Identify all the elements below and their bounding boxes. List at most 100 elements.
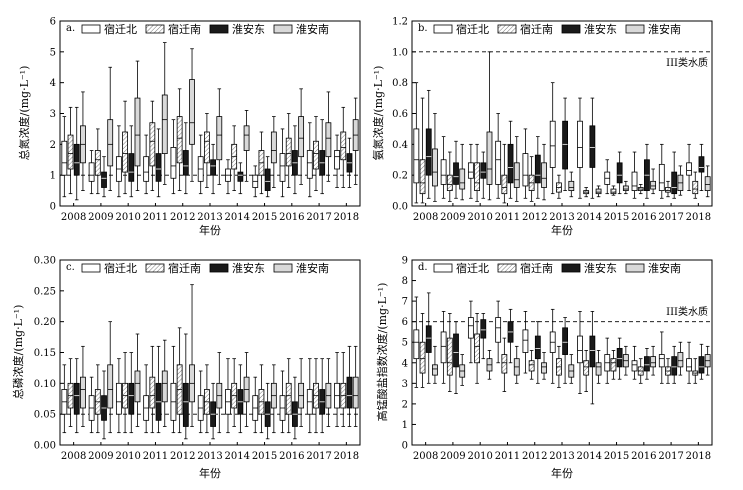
box-宿迁南-2014 xyxy=(583,187,590,198)
box-body xyxy=(495,317,502,343)
box-body xyxy=(425,325,432,353)
legend-label-宿迁南: 宿迁南 xyxy=(168,22,201,36)
box-body xyxy=(677,352,684,368)
legend-label-宿迁北: 宿迁北 xyxy=(104,22,137,36)
box-淮安东-2008 xyxy=(73,106,80,201)
legend-label-宿迁南: 宿迁南 xyxy=(520,261,553,275)
box-body xyxy=(704,176,711,191)
panel-a-ylabel: 总氮浓度/(mg·L⁻¹) xyxy=(17,66,31,161)
box-body xyxy=(80,376,86,409)
box-淮安南-2009 xyxy=(459,143,466,201)
panel-d-ytick-label: 5 xyxy=(402,338,408,349)
box-淮安南-2016 xyxy=(650,168,657,195)
panel-d-ytick-label: 1 xyxy=(402,420,408,431)
box-淮安南-2010 xyxy=(134,333,141,427)
box-body xyxy=(285,137,292,167)
box-body xyxy=(134,370,141,403)
legend-swatch-宿迁北 xyxy=(433,263,453,273)
box-body xyxy=(513,162,520,188)
box-淮安南-2009 xyxy=(459,354,466,386)
box-宿迁北-2017 xyxy=(658,143,665,199)
box-body xyxy=(170,147,177,179)
panel-a-xtick-label: 2015 xyxy=(252,212,277,223)
legend-label-宿迁南: 宿迁南 xyxy=(168,261,201,275)
box-淮安东-2010 xyxy=(128,352,135,434)
panel-c-ylabel: 总磷浓度/(mg·L⁻¹) xyxy=(11,305,25,400)
box-宿迁北-2013 xyxy=(549,82,556,195)
legend-swatch-淮安南 xyxy=(625,24,645,34)
box-宿迁北-2018 xyxy=(334,134,340,188)
box-body xyxy=(595,362,602,376)
box-宿迁北-2008 xyxy=(413,296,420,388)
box-宿迁北-2009 xyxy=(440,136,447,199)
box-宿迁南-2017 xyxy=(665,180,671,198)
panel-a-xtick-label: 2014 xyxy=(225,212,250,223)
box-body xyxy=(306,150,313,179)
panel-d-ytick-label: 0 xyxy=(402,441,408,452)
panel-d-ylabel: 高锰酸盐指数浓度/(mg·L⁻¹) xyxy=(375,283,389,422)
box-淮安南-2015 xyxy=(622,345,629,376)
box-淮安东-2008 xyxy=(73,358,80,434)
box-body xyxy=(143,156,150,182)
panel-d-label: d. xyxy=(418,262,428,273)
panel-d-ytick-label: 7 xyxy=(402,297,408,308)
box-淮安南-2018 xyxy=(704,165,711,198)
box-淮安东-2018 xyxy=(346,345,353,427)
box-body xyxy=(61,140,68,176)
box-淮安南-2012 xyxy=(189,284,195,427)
box-body xyxy=(134,97,141,167)
panel-c-ytick-label: 0.00 xyxy=(34,441,56,452)
panel-a-ytick-label: 4 xyxy=(50,78,56,89)
box-淮安东-2009 xyxy=(101,156,107,198)
box-淮安东-2016 xyxy=(644,143,650,199)
box-宿迁北-2009 xyxy=(440,310,447,384)
box-body xyxy=(101,171,107,188)
box-淮安南-2014 xyxy=(595,350,602,384)
box-宿迁南-2010 xyxy=(122,100,128,195)
panel-b-xtick-label: 2008 xyxy=(413,212,438,223)
box-宿迁北-2016 xyxy=(631,151,638,199)
box-body xyxy=(522,329,529,353)
box-body xyxy=(480,162,487,179)
box-body xyxy=(562,120,568,170)
box-淮安东-2014 xyxy=(237,162,244,195)
box-body xyxy=(686,358,692,372)
legend-label-淮安南: 淮安南 xyxy=(648,261,681,275)
box-宿迁北-2017 xyxy=(306,358,313,434)
box-宿迁北-2018 xyxy=(686,341,692,384)
box-宿迁南-2011 xyxy=(501,337,508,392)
box-宿迁南-2013 xyxy=(203,364,210,434)
box-淮安南-2008 xyxy=(80,91,86,191)
box-body xyxy=(589,125,596,168)
panel-b-ytick-label: 0.0 xyxy=(392,202,408,213)
legend-swatch-淮安南 xyxy=(273,263,293,273)
box-淮安南-2009 xyxy=(107,321,114,434)
box-body xyxy=(501,354,508,374)
panel-a-ytick-label: 0 xyxy=(50,202,56,213)
panel-d-reference-label: III类水质 xyxy=(666,305,708,318)
legend-swatch-宿迁南 xyxy=(497,263,517,273)
box-body xyxy=(534,154,541,184)
box-淮安东-2016 xyxy=(644,347,650,380)
panel-b-xtick-label: 2016 xyxy=(631,212,656,223)
panel-d-ytick-label: 4 xyxy=(402,358,408,369)
box-body xyxy=(128,382,135,415)
box-宿迁南-2018 xyxy=(340,106,347,188)
box-淮安南-2011 xyxy=(513,136,520,202)
box-宿迁北-2008 xyxy=(61,364,68,434)
panel-a-xlabel: 年份 xyxy=(199,223,221,237)
box-淮安南-2014 xyxy=(243,352,250,427)
box-淮安东-2015 xyxy=(616,337,623,380)
box-body xyxy=(149,122,156,167)
legend-label-淮安南: 淮安南 xyxy=(296,22,329,36)
box-宿迁南-2009 xyxy=(446,313,453,392)
panel-a-ytick-label: 2 xyxy=(50,140,56,151)
box-body xyxy=(577,335,583,364)
box-宿迁北-2016 xyxy=(279,128,286,198)
legend-swatch-宿迁南 xyxy=(497,24,517,34)
panel-a-label: a. xyxy=(66,23,75,34)
box-淮安南-2009 xyxy=(107,66,114,191)
box-body xyxy=(698,356,705,374)
panel-a-xtick-label: 2010 xyxy=(115,212,140,223)
